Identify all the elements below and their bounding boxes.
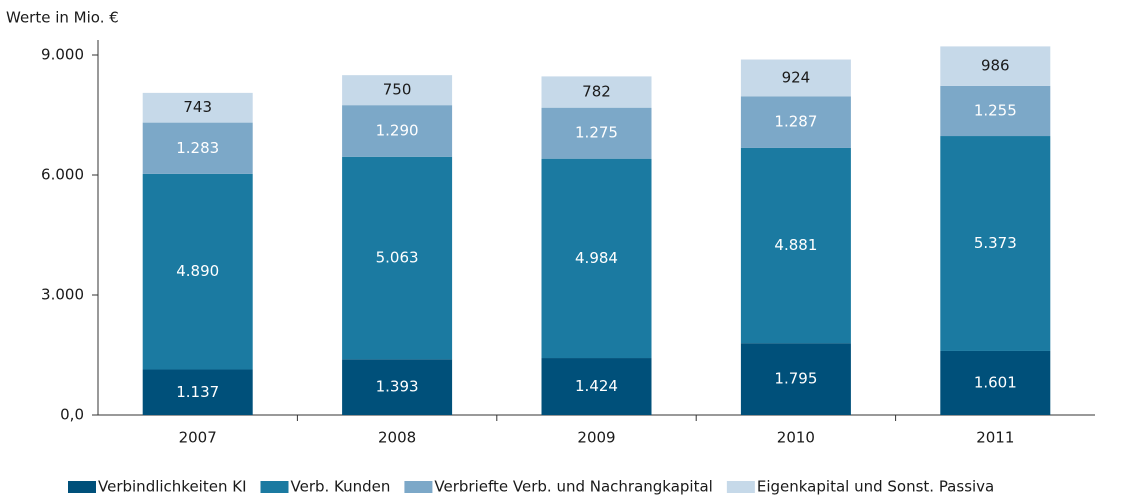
bar-segment <box>541 107 652 159</box>
x-tick-label: 2008 <box>378 429 416 447</box>
legend-label: Verb. Kunden <box>291 478 391 496</box>
bar-segment <box>740 343 851 415</box>
data-label: 743 <box>183 98 212 116</box>
bar-segment <box>541 158 652 359</box>
bar-segment <box>940 350 1051 415</box>
bar-segment <box>940 46 1051 86</box>
data-label: 5.373 <box>974 234 1017 252</box>
legend-label: Verbriefte Verb. und Nachrangkapital <box>434 478 712 496</box>
x-tick-label: 2011 <box>976 429 1014 447</box>
data-label: 1.275 <box>575 124 618 142</box>
data-label: 1.283 <box>176 139 219 157</box>
bar-segment <box>342 105 453 157</box>
bar-segment <box>142 122 253 174</box>
bar-segment <box>940 85 1051 137</box>
y-tick-label: 0,0 <box>60 406 84 424</box>
data-label: 1.290 <box>376 121 419 139</box>
bar-segment <box>740 59 851 97</box>
x-tick-label: 2009 <box>577 429 615 447</box>
bar-segment <box>142 173 253 370</box>
bar-segment <box>940 136 1051 351</box>
data-label: 750 <box>383 81 412 99</box>
bar-segment <box>142 92 253 123</box>
legend-swatch <box>726 481 755 493</box>
bar-segment <box>342 156 453 360</box>
legend-label: Verbindlichkeiten KI <box>98 478 247 496</box>
data-label: 5.063 <box>376 249 419 267</box>
data-label: 1.287 <box>774 113 817 131</box>
chart-title: Werte in Mio. € <box>6 9 119 27</box>
data-label: 986 <box>981 57 1010 75</box>
legend-label: Eigenkapital und Sonst. Passiva <box>757 478 994 496</box>
data-label: 1.601 <box>974 373 1017 391</box>
data-label: 4.881 <box>774 236 817 254</box>
bar-segment <box>142 369 253 415</box>
data-label: 4.984 <box>575 249 618 267</box>
data-label: 1.255 <box>974 101 1017 119</box>
bar-segment <box>541 76 652 108</box>
y-tick-label: 3.000 <box>41 286 84 304</box>
x-tick-label: 2007 <box>179 429 217 447</box>
bar-segment <box>342 75 453 106</box>
data-label: 782 <box>582 83 611 101</box>
bar-segment <box>541 358 652 415</box>
data-label: 924 <box>782 69 811 87</box>
legend-swatch <box>260 481 289 493</box>
bar-segment <box>342 359 453 415</box>
legend-swatch <box>68 481 96 493</box>
data-label: 4.890 <box>176 262 219 280</box>
bar-segment <box>740 96 851 148</box>
legend-swatch <box>404 481 433 493</box>
data-label: 1.424 <box>575 377 618 395</box>
data-label: 1.393 <box>376 378 419 396</box>
bar-segment <box>740 147 851 344</box>
data-label: 1.795 <box>774 370 817 388</box>
y-tick-label: 6.000 <box>41 166 84 184</box>
x-tick-label: 2010 <box>777 429 815 447</box>
y-tick-label: 9.000 <box>41 46 84 64</box>
data-label: 1.137 <box>176 383 219 401</box>
